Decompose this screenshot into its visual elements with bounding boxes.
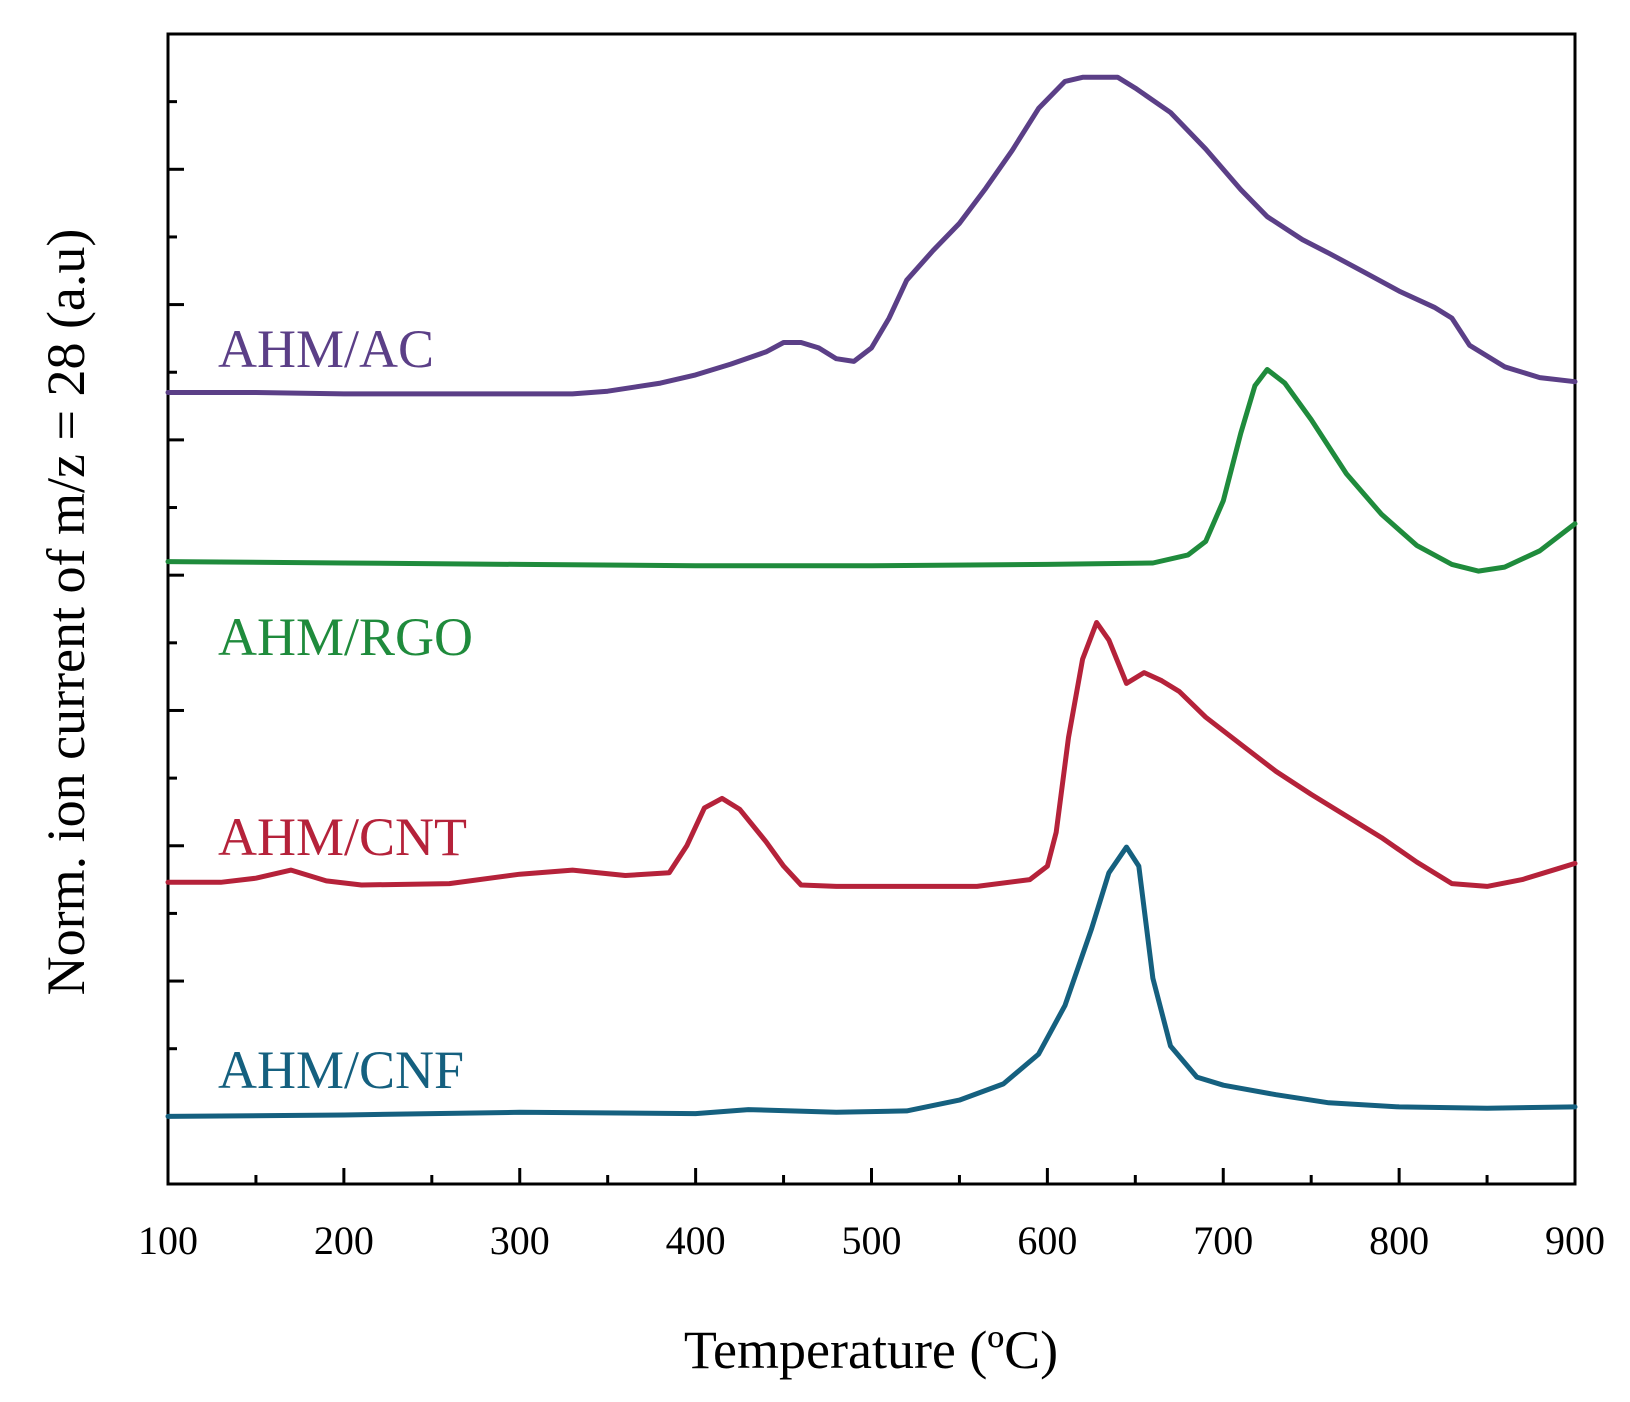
x-tick-label: 500 — [842, 1218, 902, 1263]
axis-ticks — [166, 32, 1577, 1184]
x-tick-labels: 100 200 300 400 500 600 700 800 900 — [138, 1218, 1605, 1263]
x-tick-label: 800 — [1369, 1218, 1429, 1263]
x-tick-label: 400 — [666, 1218, 726, 1263]
x-tick-label: 300 — [490, 1218, 550, 1263]
series-line-ahm-ac — [165, 74, 1578, 397]
series-label-ahm-cnt: AHM/CNT — [218, 807, 467, 867]
x-tick-label: 700 — [1193, 1218, 1253, 1263]
x-tick-label: 900 — [1545, 1218, 1605, 1263]
series-line-ahm-cnf — [165, 844, 1578, 1119]
x-tick-label: 200 — [314, 1218, 374, 1263]
x-tick-label: 600 — [1017, 1218, 1077, 1263]
series-lines — [165, 74, 1578, 1119]
series-label-ahm-cnf: AHM/CNF — [218, 1040, 464, 1100]
series-line-ahm-cnt — [165, 620, 1578, 889]
y-axis-title: Norm. ion current of m/z = 28 (a.u) — [36, 229, 96, 996]
series-line-ahm-rgo — [165, 367, 1578, 574]
series-label-ahm-ac: AHM/AC — [218, 319, 434, 379]
x-axis-title: Temperature (ºC) — [684, 1320, 1058, 1380]
x-tick-label: 100 — [138, 1218, 198, 1263]
series-label-ahm-rgo: AHM/RGO — [218, 607, 473, 667]
